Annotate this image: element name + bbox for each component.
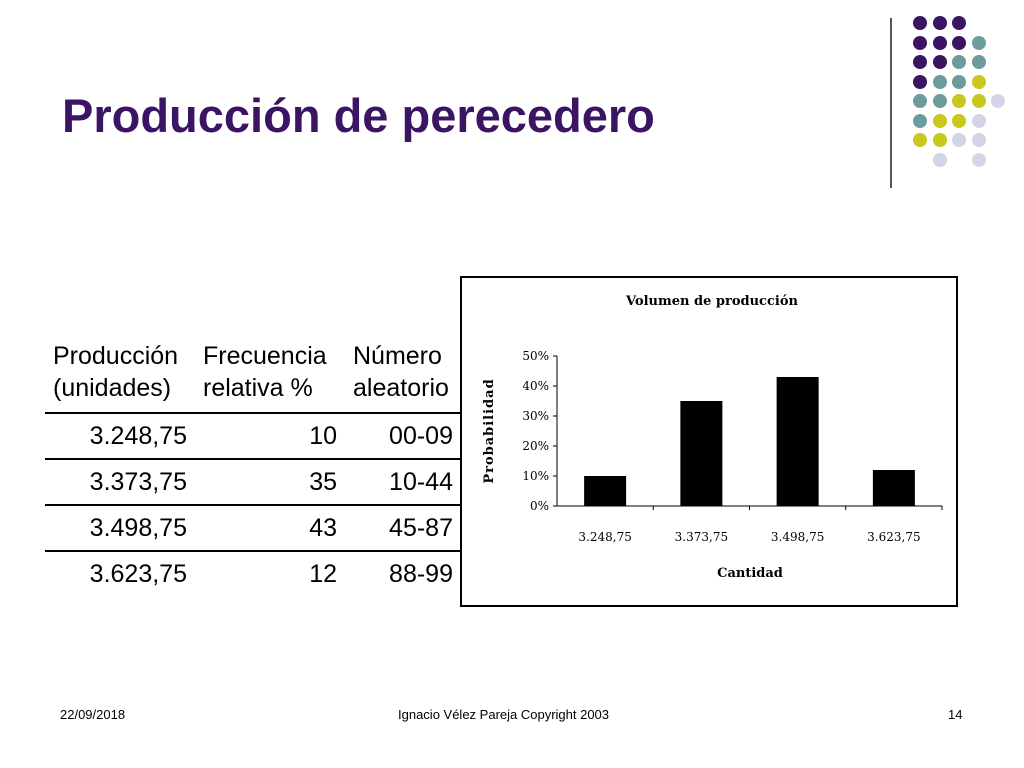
- chart-title: Volumen de producción: [625, 294, 798, 309]
- y-tick-label: 20%: [522, 439, 549, 453]
- decorative-dot: [991, 94, 1005, 108]
- decorative-dot: [913, 74, 927, 89]
- bar: [776, 377, 819, 506]
- decorative-dot: [932, 16, 947, 30]
- chart-ylabel: Probabilidad: [482, 378, 497, 483]
- footer-date: 22/09/2018: [60, 707, 126, 722]
- header-numero-aleatorio: Número aleatorio: [345, 336, 461, 414]
- x-tick-label: 3.623,75: [867, 530, 920, 544]
- bar: [872, 470, 915, 506]
- decorative-dot: [952, 133, 966, 147]
- header-produccion: Producción (unidades): [45, 336, 195, 414]
- cell-produccion: 3.498,75: [45, 505, 195, 552]
- x-tick-label: 3.373,75: [675, 530, 728, 544]
- cell-produccion: 3.623,75: [89, 559, 187, 588]
- decorative-dot: [971, 74, 986, 89]
- footer-page-number: 14: [948, 707, 963, 722]
- decorative-dot: [971, 113, 986, 128]
- chart-xlabel: Cantidad: [717, 566, 783, 581]
- decorative-dot: [913, 35, 927, 50]
- decorative-dot: [932, 74, 947, 89]
- bar: [680, 401, 723, 506]
- decorative-dot: [971, 133, 986, 147]
- plot-area: 0% 10% 20% 30% 40% 50% 3.248,75 3.373,75 3.498,7…: [522, 349, 943, 544]
- decorative-dot: [932, 55, 947, 69]
- decorative-dot: [913, 55, 927, 69]
- y-tick-label: 30%: [522, 409, 549, 423]
- decorative-dot: [952, 74, 966, 89]
- divider-line: [890, 18, 892, 188]
- cell-produccion: 3.248,75: [45, 413, 195, 460]
- data-table: Producción (unidades) Frecuencia relativ…: [45, 336, 461, 596]
- decorative-dot: [971, 94, 986, 108]
- x-tick-label: 3.498,75: [771, 530, 824, 544]
- decorative-dot: [971, 35, 986, 50]
- header-frecuencia: Frecuencia relativa %: [195, 336, 345, 414]
- x-tick-label: 3.248,75: [578, 530, 631, 544]
- decorative-dot: [952, 35, 966, 50]
- decorative-dot: [971, 55, 986, 69]
- decorative-dot: [932, 94, 947, 108]
- cell-frecuencia: 35: [195, 459, 345, 506]
- decorative-dot: [932, 35, 947, 50]
- footer-copyright: Ignacio Vélez Pareja Copyright 2003: [398, 707, 610, 722]
- table-row: 3.623,75 12 88-99: [45, 551, 461, 596]
- decorative-dot: [952, 113, 966, 128]
- cell-produccion: 3.373,75: [45, 459, 195, 506]
- y-tick-label: 50%: [522, 349, 549, 363]
- table-row: 3.248,75 10 00-09: [45, 413, 461, 460]
- cell-frecuencia: 10: [195, 413, 345, 460]
- decorative-dot: [913, 94, 927, 108]
- y-tick-label: 40%: [522, 379, 549, 393]
- decorative-dot: [913, 113, 927, 128]
- cell-frecuencia: 43: [195, 505, 345, 552]
- chart-panel: Volumen de producción Probabilidad Canti…: [460, 276, 958, 607]
- table-header-row: Producción (unidades) Frecuencia relativ…: [45, 336, 461, 414]
- cell-aleatorio: 00-09: [345, 413, 461, 460]
- decorative-dot: [932, 133, 947, 147]
- decorative-dot: [932, 152, 947, 167]
- bar-chart: Volumen de producción Probabilidad Canti…: [482, 294, 943, 581]
- decorative-dot: [913, 133, 927, 147]
- cell-frecuencia: 12: [309, 559, 337, 588]
- table-row: 3.373,75 35 10-44: [45, 459, 461, 506]
- decorative-dot: [932, 113, 947, 128]
- decorative-dot: [952, 55, 966, 69]
- cell-aleatorio: 10-44: [345, 459, 461, 506]
- y-tick-label: 10%: [522, 469, 549, 483]
- decorative-dot: [913, 16, 927, 30]
- bar: [584, 476, 627, 506]
- decorative-dot: [952, 16, 966, 30]
- decorative-dot: [971, 152, 986, 167]
- cell-aleatorio: 88-99: [389, 559, 453, 588]
- y-tick-label: 0%: [530, 499, 549, 513]
- decorative-dot: [952, 94, 966, 108]
- table-row: 3.498,75 43 45-87: [45, 505, 461, 552]
- slide-title: Producción de perecedero: [62, 89, 655, 142]
- cell-aleatorio: 45-87: [345, 505, 461, 552]
